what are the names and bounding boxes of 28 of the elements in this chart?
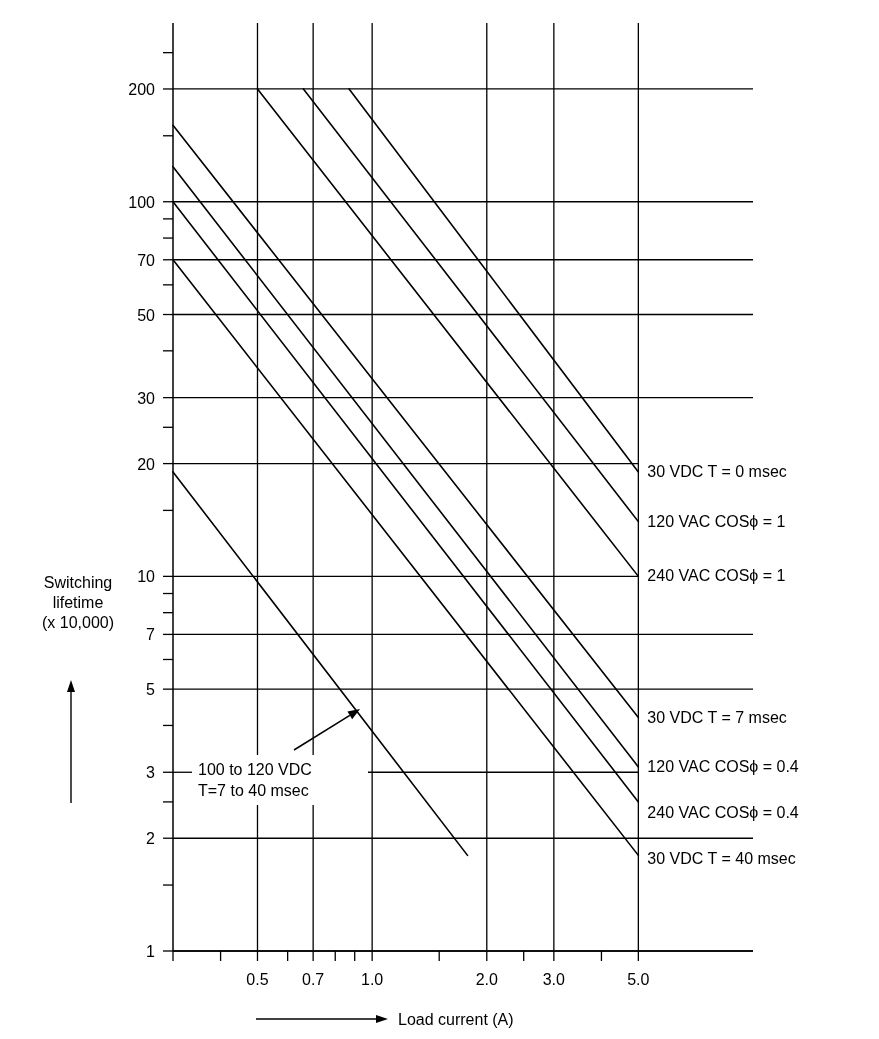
x-tick-label: 0.7	[302, 971, 325, 988]
y-tick-label: 70	[137, 251, 156, 269]
x-tick-label: 0.5	[246, 971, 269, 988]
series-label: 30 VDC T = 7 msec	[647, 708, 787, 726]
y-tick-label: 5	[146, 681, 156, 699]
series-label: 120 VAC COSϕ = 0.4	[647, 757, 799, 775]
y-tick-label: 200	[128, 80, 156, 98]
y-tick-label: 3	[146, 764, 156, 782]
series-label: 240 VAC COSϕ = 1	[647, 567, 786, 585]
x-axis-title: Load current (A)	[398, 1011, 514, 1028]
y-tick-label: 20	[137, 455, 156, 473]
y-tick-label: 10	[137, 568, 156, 586]
x-tick-label: 5.0	[627, 971, 650, 988]
y-tick-label: 2	[146, 830, 156, 848]
x-tick-label: 2.0	[475, 971, 499, 988]
x-tick-label: 3.0	[542, 971, 566, 988]
series-label: 30 VDC T = 0 msec	[647, 462, 787, 480]
y-tick-label: 30	[137, 389, 156, 407]
y-tick-label: 7	[146, 626, 156, 644]
series-label: 120 VAC COSϕ = 1	[647, 512, 786, 530]
x-tick-label: 1.0	[361, 971, 384, 988]
annotation: 100 to 120 VDC T=7 to 40 msec	[198, 761, 312, 799]
y-tick-label: 1	[146, 943, 156, 960]
y-axis-title: Switching lifetime (x 10,000)	[41, 574, 115, 631]
y-tick-label: 50	[137, 306, 156, 324]
y-tick-label: 100	[128, 193, 156, 211]
series-label: 240 VAC COSϕ = 0.4	[647, 803, 799, 821]
series-label: 30 VDC T = 40 msec	[647, 849, 796, 867]
